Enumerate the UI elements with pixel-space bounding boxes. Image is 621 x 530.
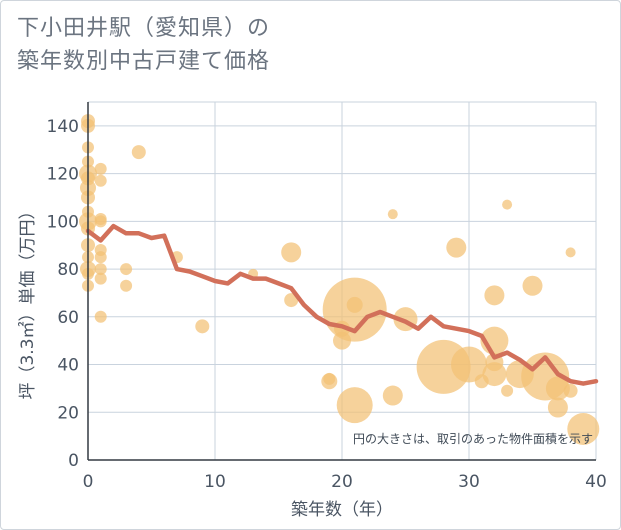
data-bubble bbox=[387, 209, 398, 220]
data-bubble bbox=[547, 397, 568, 418]
data-bubble bbox=[94, 310, 107, 323]
y-axis-label: 坪（3.3㎡）単価（万円） bbox=[18, 202, 38, 399]
data-bubble bbox=[94, 174, 107, 187]
data-bubble bbox=[94, 215, 107, 228]
x-tick-label: 30 bbox=[458, 472, 480, 492]
chart-title: 下小田井駅（愛知県）の 築年数別中古戸建て価格 bbox=[17, 12, 270, 78]
data-bubble bbox=[94, 263, 107, 276]
data-bubble bbox=[120, 263, 133, 276]
data-bubble bbox=[346, 296, 363, 313]
data-bubble bbox=[284, 293, 299, 308]
data-bubble bbox=[120, 279, 133, 292]
y-tick-label: 0 bbox=[68, 451, 79, 471]
data-bubble bbox=[522, 275, 543, 296]
data-bubble bbox=[382, 385, 403, 406]
tick-labels: 0 10 20 30 40 0 20 40 60 80 100 120 140 bbox=[47, 117, 607, 492]
x-tick-label: 40 bbox=[585, 472, 607, 492]
y-tick-label: 60 bbox=[57, 308, 79, 328]
x-tick-label: 20 bbox=[331, 472, 353, 492]
data-bubble bbox=[446, 237, 467, 258]
data-bubble bbox=[567, 412, 600, 445]
data-bubble bbox=[565, 247, 576, 258]
y-tick-label: 40 bbox=[57, 356, 79, 376]
bubble-size-note: 円の大きさは、取引のあった物件面積を示す bbox=[353, 431, 593, 446]
y-tick-label: 20 bbox=[57, 403, 79, 423]
axes bbox=[87, 102, 596, 461]
data-bubble bbox=[281, 242, 302, 263]
data-bubble bbox=[94, 251, 107, 264]
data-bubble bbox=[484, 285, 505, 306]
y-tick-label: 120 bbox=[47, 165, 79, 185]
grid-lines bbox=[88, 101, 597, 460]
x-axis-label: 築年数（年） bbox=[291, 500, 393, 520]
y-tick-label: 80 bbox=[57, 260, 79, 280]
x-tick-label: 10 bbox=[204, 472, 226, 492]
bubble-layer bbox=[79, 114, 600, 445]
data-bubble bbox=[94, 272, 107, 285]
title-line-2: 築年数別中古戸建て価格 bbox=[17, 49, 271, 74]
data-bubble bbox=[131, 145, 146, 160]
y-tick-label: 140 bbox=[47, 117, 79, 137]
data-bubble bbox=[94, 162, 107, 175]
data-bubble bbox=[195, 319, 210, 334]
y-tick-label: 100 bbox=[47, 212, 79, 232]
average-price-line bbox=[85, 223, 599, 386]
data-bubble bbox=[545, 376, 570, 401]
x-tick-label: 0 bbox=[83, 472, 94, 492]
data-bubble bbox=[502, 199, 513, 210]
data-bubble bbox=[451, 346, 487, 383]
data-bubble bbox=[501, 384, 514, 397]
data-bubble bbox=[482, 362, 507, 387]
title-line-1: 下小田井駅（愛知県）の bbox=[17, 16, 271, 41]
data-bubble bbox=[323, 372, 336, 385]
data-bubble bbox=[563, 383, 578, 398]
data-bubble bbox=[336, 387, 373, 424]
